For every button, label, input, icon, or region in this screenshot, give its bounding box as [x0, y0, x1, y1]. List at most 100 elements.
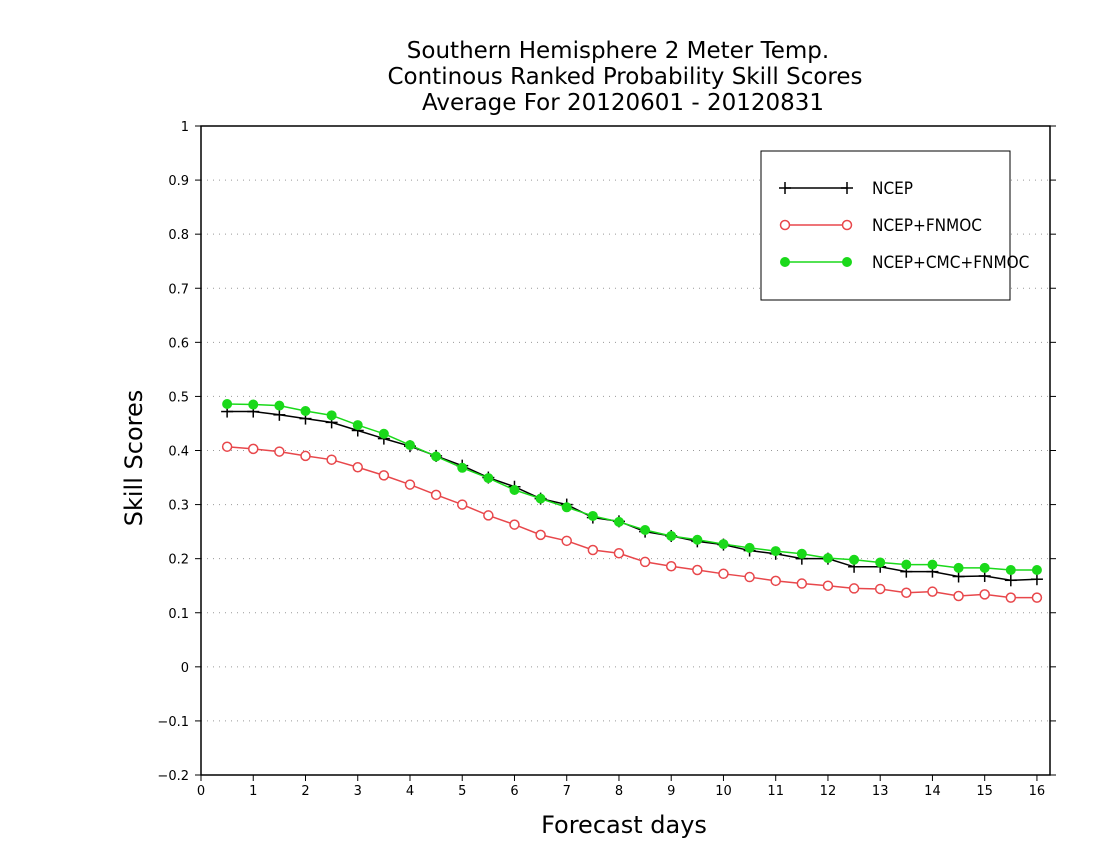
series-2-point-17: [666, 530, 677, 541]
series-2-point-30: [1005, 565, 1016, 576]
series-1-point-7: [404, 479, 416, 490]
series-1-point-15: [613, 548, 625, 559]
series-2-point-13: [561, 502, 572, 513]
series-2-point-2: [274, 400, 285, 411]
x-tick-label-11: 11: [767, 784, 784, 799]
series-2-point-0: [222, 398, 233, 409]
series-1-point-20: [744, 571, 755, 583]
series-2-point-18: [692, 534, 703, 545]
series-2-point-22: [796, 548, 807, 559]
series-1-point-13: [561, 535, 572, 547]
x-axis-label: Forecast days: [541, 811, 707, 839]
x-tick-label-14: 14: [924, 784, 941, 799]
series-1-point-30: [1005, 592, 1017, 603]
y-tick-label-2: 0: [181, 661, 189, 676]
y-tick-label-10: 0.8: [168, 228, 189, 243]
legend: NCEP NCEP+FNMOC NCEP+CMC+FNMOC: [760, 150, 1029, 301]
x-tick-label-6: 6: [510, 784, 518, 799]
series-2-point-20: [744, 542, 755, 553]
y-axis-label: Skill Scores: [120, 390, 148, 527]
x-tick-label-8: 8: [615, 784, 623, 799]
y-tick-label-0: −0.2: [157, 769, 189, 784]
series-2-point-3: [300, 406, 311, 417]
series-2-point-25: [875, 557, 886, 568]
series-1-point-2: [274, 446, 285, 457]
series-1-point-17: [665, 560, 677, 572]
series-2-point-9: [457, 462, 468, 473]
series-2-point-29: [979, 562, 990, 573]
series-line-0: [227, 410, 1037, 582]
chart-title-line-2: Continous Ranked Probability Skill Score…: [387, 64, 862, 90]
series-1-point-5: [352, 462, 363, 473]
y-axis: −0.2 −0.1 0 0.1 0.2 0.3 0.4 0.5 0.6 0.7 0.8 0.9 1: [157, 120, 1056, 784]
series-1-point-23: [822, 580, 834, 591]
legend-marker-end-2: [842, 257, 852, 267]
x-tick-label-2: 2: [301, 784, 309, 799]
series-1-point-16: [639, 556, 651, 568]
series-1-point-11: [509, 519, 520, 530]
x-tick-label-16: 16: [1029, 784, 1046, 799]
series-1-point-4: [326, 454, 337, 465]
y-tick-label-6: 0.4: [168, 445, 189, 460]
y-tick-label-5: 0.3: [168, 499, 189, 514]
y-tick-label-1: −0.1: [157, 715, 189, 730]
legend-marker-start-1: [779, 219, 791, 231]
series-2-point-16: [640, 525, 651, 536]
series-2-point-8: [431, 451, 442, 462]
series-1-point-6: [378, 470, 390, 481]
x-tick-label-9: 9: [667, 784, 675, 799]
series-1-point-24: [848, 583, 860, 594]
series-1-point-18: [692, 564, 703, 576]
y-tick-label-9: 0.7: [168, 282, 189, 297]
series-2-point-7: [404, 440, 415, 451]
series-0-point-30: [1004, 574, 1017, 587]
series-2-point-26: [901, 559, 912, 570]
x-tick-label-0: 0: [197, 784, 205, 799]
series-2-point-14: [587, 510, 598, 521]
chart-title-line-1: Southern Hemisphere 2 Meter Temp.: [407, 38, 829, 64]
series-2-point-10: [483, 473, 494, 484]
x-axis: 0 1 2 3 4 5 6 7 8 9 10 11 12 13 14 15 16: [197, 775, 1045, 799]
series-line-1: [227, 445, 1037, 599]
x-tick-label-13: 13: [872, 784, 889, 799]
y-tick-label-7: 0.5: [168, 390, 189, 405]
series-1-point-14: [587, 544, 599, 556]
y-tick-label-4: 0.2: [168, 553, 189, 568]
legend-label-2: NCEP+CMC+FNMOC: [872, 253, 1029, 273]
x-tick-label-7: 7: [563, 784, 571, 799]
x-tick-label-10: 10: [715, 784, 732, 799]
series-1-point-8: [430, 489, 442, 501]
series-2-point-6: [378, 428, 389, 439]
legend-label-1: NCEP+FNMOC: [872, 216, 982, 236]
series-0-point-2: [273, 408, 286, 421]
series-line-2: [227, 403, 1037, 571]
series-2-point-11: [509, 484, 520, 495]
series-2-point-5: [352, 420, 363, 431]
series-2-point-27: [927, 559, 938, 570]
y-tick-label-8: 0.6: [168, 336, 189, 351]
legend-marker-start-0: [779, 182, 791, 194]
series-1-point-3: [300, 450, 311, 462]
x-tick-label-4: 4: [406, 784, 414, 799]
legend-marker-end-0: [841, 182, 853, 194]
x-tick-label-1: 1: [249, 784, 257, 799]
y-tick-label-11: 0.9: [168, 174, 189, 189]
series-1-point-21: [770, 575, 781, 587]
series-2-point-24: [849, 554, 860, 565]
series-1-point-10: [483, 510, 494, 521]
series-2-point-28: [953, 562, 964, 573]
series-1-point-28: [953, 590, 964, 602]
series-layer: [221, 398, 1043, 603]
series-1-point-31: [1031, 592, 1043, 603]
series-1-point-27: [927, 586, 938, 597]
series-1-point-12: [535, 529, 546, 541]
x-tick-label-15: 15: [976, 784, 993, 799]
series-2-point-21: [770, 546, 781, 557]
series-1-point-19: [718, 568, 729, 580]
series-2-point-31: [1031, 565, 1042, 576]
x-tick-label-5: 5: [458, 784, 466, 799]
series-2-point-1: [248, 399, 259, 410]
series-1-point-9: [456, 499, 468, 510]
series-1-point-1: [247, 443, 259, 455]
